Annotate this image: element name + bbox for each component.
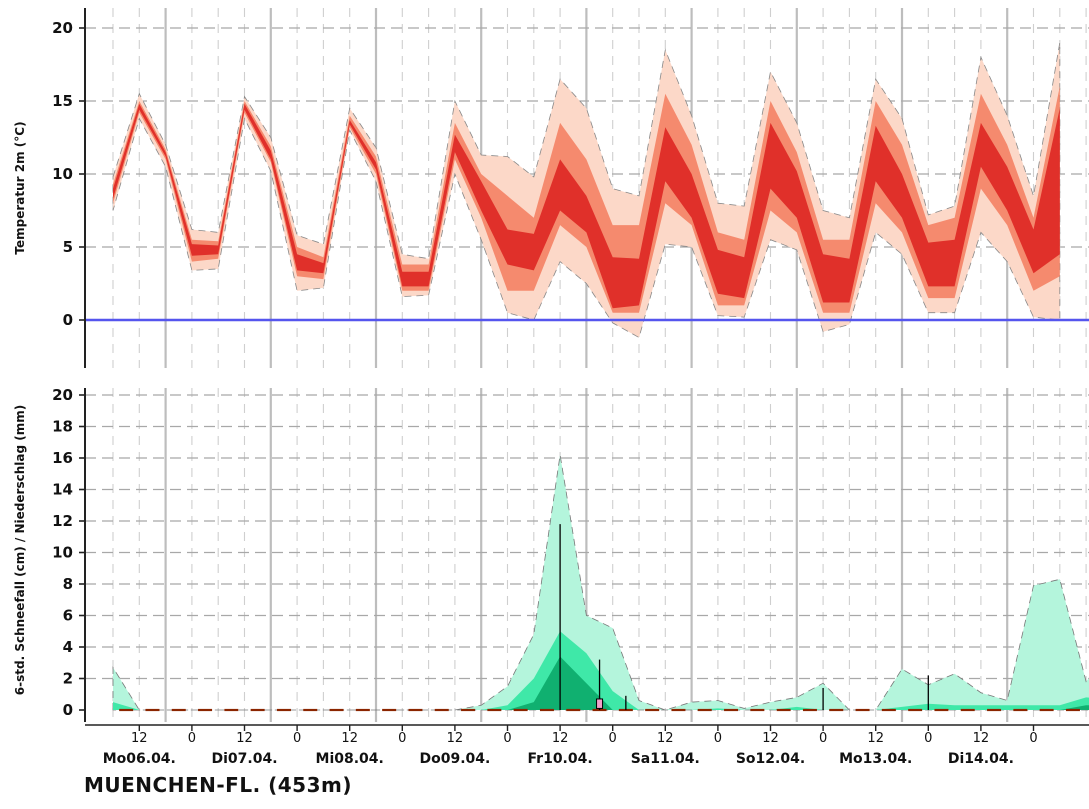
day-label: Mo06.04. <box>103 751 176 767</box>
day-label: Fr10.04. <box>528 751 593 767</box>
temperature-bands <box>85 42 1089 339</box>
temperature-inner-band <box>113 103 1060 309</box>
time-axis-tick-label: 12 <box>341 731 358 746</box>
precipitation-middle-band <box>113 631 1089 710</box>
day-label: Mi08.04. <box>316 751 384 767</box>
time-axis-tick-label: 12 <box>236 731 253 746</box>
precipitation-bands <box>112 454 1089 712</box>
time-axis-tick-label: 0 <box>293 731 301 746</box>
day-label: Di07.04. <box>211 751 277 767</box>
temperature-y-tick-label: 15 <box>52 92 73 110</box>
precipitation-y-tick-label: 20 <box>52 386 73 404</box>
precipitation-y-tick-label: 16 <box>52 449 73 467</box>
time-axis-tick-label: 0 <box>714 731 722 746</box>
precipitation-axis-label: 6-std. Schneefall (cm) / Niederschlag (m… <box>13 405 27 695</box>
day-label: Mo13.04. <box>839 751 912 767</box>
precipitation-axis: 0 2 4 6 8 10 12 14 16 18 20 <box>52 386 86 722</box>
time-axis-tick-label: 12 <box>131 731 148 746</box>
precipitation-y-tick-label: 14 <box>52 481 73 499</box>
temperature-y-tick-label: 0 <box>63 311 73 329</box>
precipitation-outer-band <box>112 454 1089 711</box>
precipitation-y-tick-label: 6 <box>63 607 73 625</box>
temperature-y-tick-label: 5 <box>63 238 73 256</box>
time-axis-tick-label: 12 <box>762 731 779 746</box>
time-axis-tick-label: 12 <box>973 731 990 746</box>
temperature-y-tick-label: 10 <box>52 165 73 183</box>
day-label: So12.04. <box>736 751 805 767</box>
day-label: Do09.04. <box>419 751 490 767</box>
time-axis-tick-label: 0 <box>924 731 932 746</box>
precipitation-y-tick-label: 10 <box>52 544 73 562</box>
temperature-axis-label: Temperatur 2m (°C) <box>13 121 27 254</box>
snow-box <box>596 698 604 709</box>
time-axis-tick-label: 0 <box>609 731 617 746</box>
time-axis-tick-label: 12 <box>447 731 464 746</box>
time-axis: 12 0 12 0 12 0 12 0 12 0 12 0 12 0 12 0 12 0 Mo06.04. Di07.… <box>85 724 1089 767</box>
time-axis-tick-label: 12 <box>552 731 569 746</box>
time-axis-tick-label: 0 <box>1029 731 1037 746</box>
day-label: Di14.04. <box>948 751 1014 767</box>
temperature-y-tick-label: 20 <box>52 19 73 37</box>
time-axis-tick-label: 0 <box>398 731 406 746</box>
precipitation-y-tick-label: 4 <box>63 638 73 656</box>
precipitation-y-tick-label: 18 <box>52 418 73 436</box>
precipitation-y-tick-label: 0 <box>63 701 73 719</box>
time-axis-tick-label: 12 <box>867 731 884 746</box>
precipitation-y-tick-label: 2 <box>63 670 73 688</box>
day-label: Sa11.04. <box>631 751 700 767</box>
precipitation-y-tick-label: 12 <box>52 512 73 530</box>
time-axis-tick-label: 0 <box>503 731 511 746</box>
precipitation-y-tick-label: 8 <box>63 575 73 593</box>
time-axis-tick-label: 12 <box>657 731 674 746</box>
temperature-axis: 0 5 10 15 20 <box>52 8 86 368</box>
station-title: MUENCHEN-FL. (453m) <box>84 773 352 797</box>
time-axis-tick-label: 0 <box>819 731 827 746</box>
time-axis-tick-label: 0 <box>188 731 196 746</box>
